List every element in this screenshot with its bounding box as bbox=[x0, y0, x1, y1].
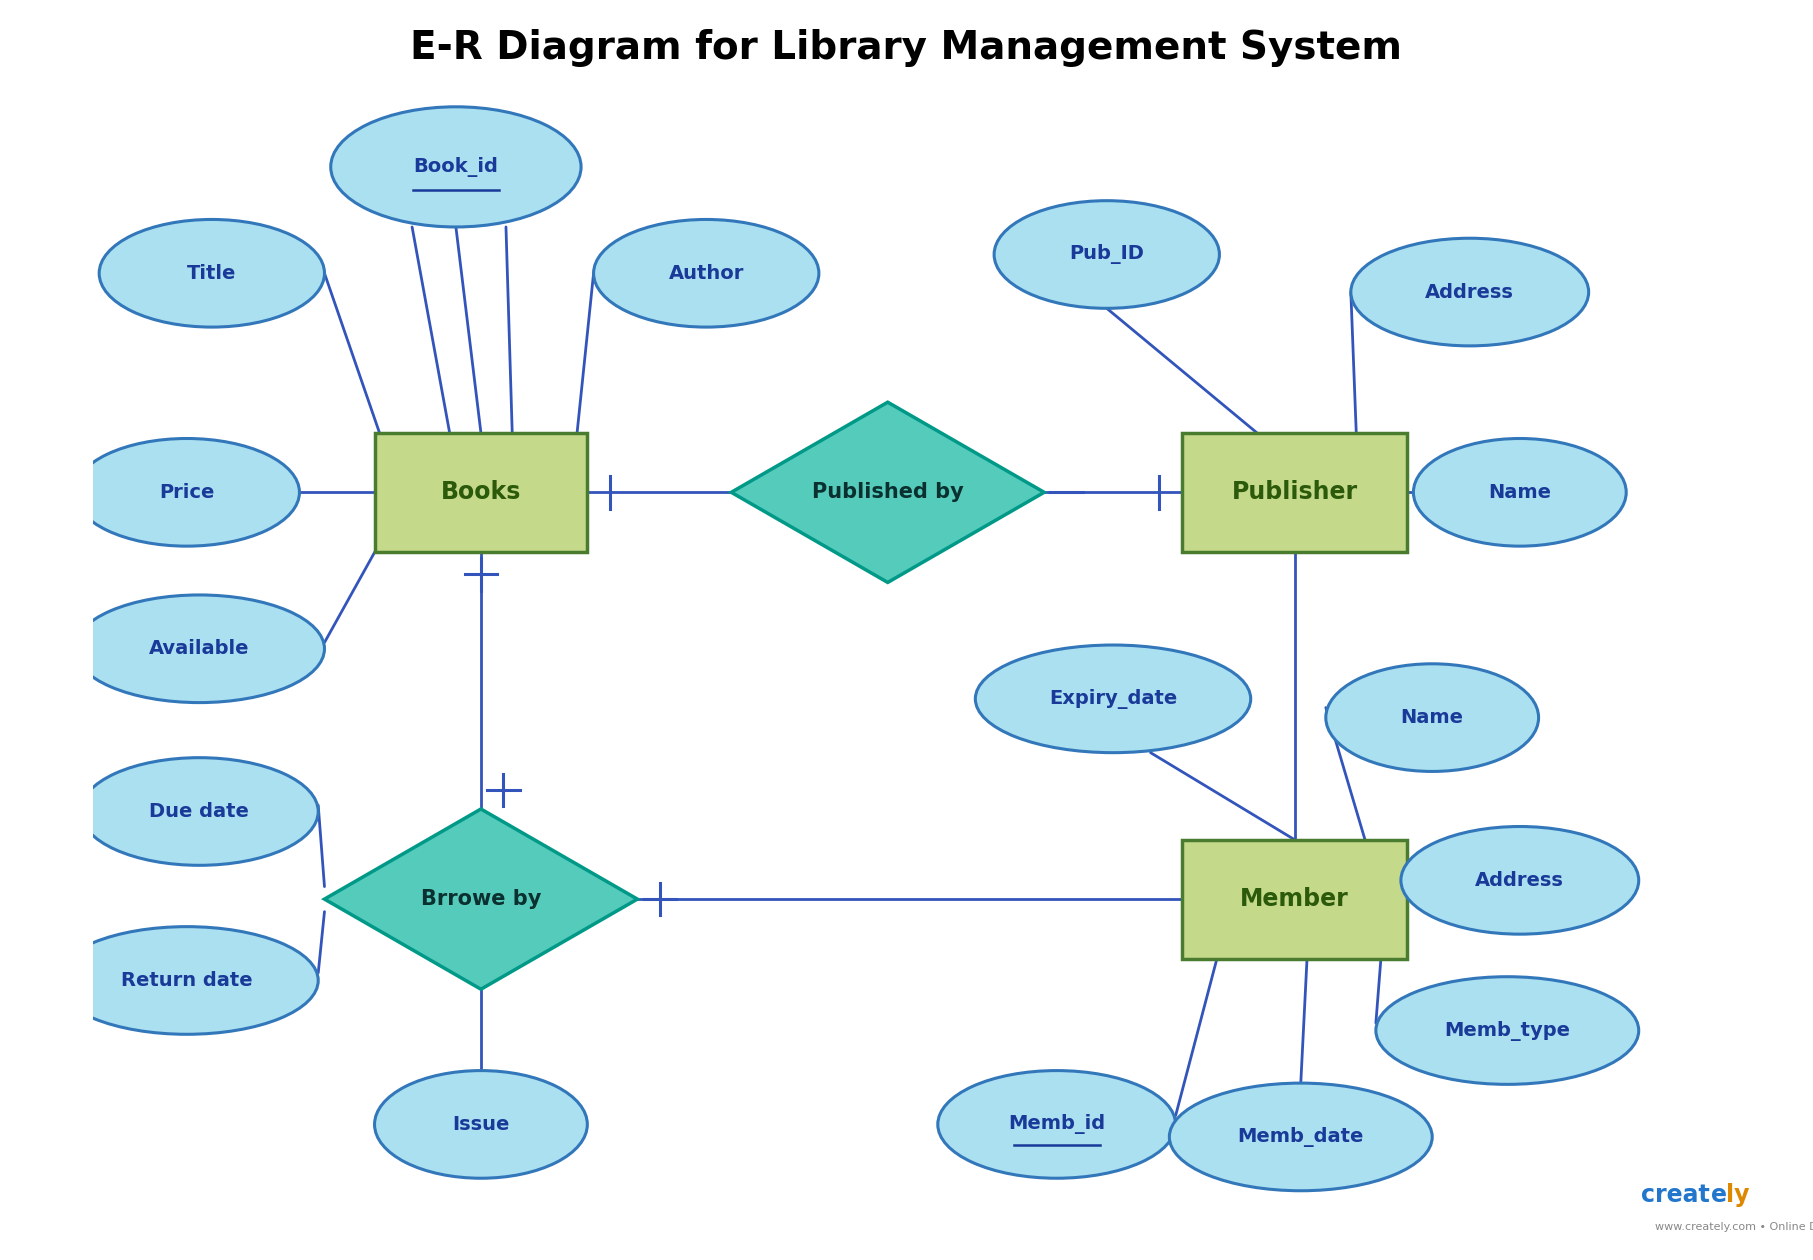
Text: E-R Diagram for Library Management System: E-R Diagram for Library Management Syste… bbox=[410, 29, 1403, 67]
Text: Book_id: Book_id bbox=[413, 158, 499, 176]
Text: Expiry_date: Expiry_date bbox=[1050, 689, 1177, 709]
Text: ly: ly bbox=[1726, 1183, 1750, 1207]
Ellipse shape bbox=[330, 107, 582, 227]
Text: www.creately.com • Online Diagramming: www.creately.com • Online Diagramming bbox=[1655, 1222, 1813, 1232]
Text: Author: Author bbox=[669, 263, 743, 282]
Ellipse shape bbox=[975, 645, 1251, 752]
Ellipse shape bbox=[100, 219, 325, 328]
Text: Memb_type: Memb_type bbox=[1445, 1021, 1570, 1041]
Text: Name: Name bbox=[1488, 483, 1552, 501]
Text: Issue: Issue bbox=[451, 1115, 509, 1134]
Text: Address: Address bbox=[1476, 871, 1565, 890]
FancyBboxPatch shape bbox=[375, 433, 587, 552]
Text: Published by: Published by bbox=[812, 483, 963, 503]
Text: e: e bbox=[1711, 1183, 1728, 1207]
Ellipse shape bbox=[56, 926, 319, 1034]
FancyBboxPatch shape bbox=[1182, 433, 1407, 552]
Ellipse shape bbox=[1401, 827, 1639, 934]
Text: Address: Address bbox=[1425, 282, 1514, 301]
Ellipse shape bbox=[994, 200, 1220, 309]
Ellipse shape bbox=[1325, 664, 1539, 771]
Ellipse shape bbox=[937, 1071, 1175, 1178]
FancyBboxPatch shape bbox=[1182, 839, 1407, 959]
Text: Pub_ID: Pub_ID bbox=[1070, 244, 1144, 265]
Text: creat: creat bbox=[1641, 1183, 1710, 1207]
Ellipse shape bbox=[1351, 238, 1588, 347]
Ellipse shape bbox=[593, 219, 819, 328]
Text: Return date: Return date bbox=[121, 971, 252, 990]
Text: Memb_date: Memb_date bbox=[1238, 1126, 1363, 1147]
Ellipse shape bbox=[1169, 1084, 1432, 1191]
Polygon shape bbox=[325, 809, 638, 989]
Text: Due date: Due date bbox=[149, 803, 248, 822]
Text: Name: Name bbox=[1401, 708, 1463, 727]
Text: Books: Books bbox=[441, 480, 520, 504]
Text: Member: Member bbox=[1240, 887, 1349, 911]
Ellipse shape bbox=[74, 438, 299, 546]
Text: Available: Available bbox=[149, 639, 250, 658]
Text: Price: Price bbox=[160, 483, 214, 501]
Ellipse shape bbox=[1414, 438, 1626, 546]
Ellipse shape bbox=[74, 595, 325, 703]
Text: Publisher: Publisher bbox=[1231, 480, 1358, 504]
Polygon shape bbox=[731, 402, 1044, 582]
Text: Memb_id: Memb_id bbox=[1008, 1114, 1106, 1134]
Text: Title: Title bbox=[187, 263, 236, 282]
Ellipse shape bbox=[80, 757, 319, 866]
Text: Brrowe by: Brrowe by bbox=[421, 890, 540, 910]
Ellipse shape bbox=[375, 1071, 587, 1178]
Ellipse shape bbox=[1376, 976, 1639, 1085]
